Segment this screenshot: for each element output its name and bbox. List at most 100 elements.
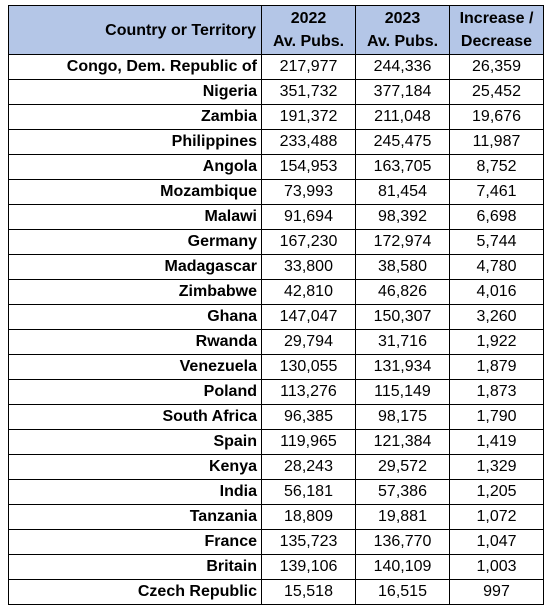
- cell-country[interactable]: Britain: [8, 554, 262, 580]
- cell-country[interactable]: India: [8, 479, 262, 505]
- cell-change[interactable]: 19,676: [449, 104, 544, 130]
- cell-2022[interactable]: 167,230: [261, 229, 356, 255]
- cell-2022[interactable]: 18,809: [261, 504, 356, 530]
- cell-2022[interactable]: 113,276: [261, 379, 356, 405]
- cell-2022[interactable]: 217,977: [261, 54, 356, 80]
- header-change-line2: Decrease: [460, 33, 533, 50]
- cell-2023[interactable]: 140,109: [355, 554, 450, 580]
- cell-country[interactable]: France: [8, 529, 262, 555]
- cell-2023[interactable]: 131,934: [355, 354, 450, 380]
- cell-change[interactable]: 3,260: [449, 304, 544, 330]
- cell-2023[interactable]: 29,572: [355, 454, 450, 480]
- cell-country[interactable]: Zimbabwe: [8, 279, 262, 305]
- cell-change[interactable]: 997: [449, 579, 544, 605]
- cell-2023[interactable]: 81,454: [355, 179, 450, 205]
- cell-2023[interactable]: 57,386: [355, 479, 450, 505]
- cell-country[interactable]: Kenya: [8, 454, 262, 480]
- cell-2022[interactable]: 42,810: [261, 279, 356, 305]
- cell-2023[interactable]: 136,770: [355, 529, 450, 555]
- cell-2022[interactable]: 147,047: [261, 304, 356, 330]
- cell-2023[interactable]: 245,475: [355, 129, 450, 155]
- cell-change[interactable]: 25,452: [449, 79, 544, 105]
- cell-country[interactable]: Venezuela: [8, 354, 262, 380]
- cell-2023[interactable]: 163,705: [355, 154, 450, 180]
- cell-change[interactable]: 1,922: [449, 329, 544, 355]
- cell-change[interactable]: 1,003: [449, 554, 544, 580]
- cell-country[interactable]: Philippines: [8, 129, 262, 155]
- cell-2022[interactable]: 139,106: [261, 554, 356, 580]
- cell-2022[interactable]: 15,518: [261, 579, 356, 605]
- cell-2023[interactable]: 115,149: [355, 379, 450, 405]
- cell-change[interactable]: 1,047: [449, 529, 544, 555]
- cell-2023[interactable]: 211,048: [355, 104, 450, 130]
- cell-change[interactable]: 4,780: [449, 254, 544, 280]
- cell-country[interactable]: Mozambique: [8, 179, 262, 205]
- cell-change[interactable]: 1,419: [449, 429, 544, 455]
- cell-country[interactable]: Czech Republic: [8, 579, 262, 605]
- cell-country[interactable]: Nigeria: [8, 79, 262, 105]
- cell-change[interactable]: 1,072: [449, 504, 544, 530]
- cell-2023[interactable]: 377,184: [355, 79, 450, 105]
- table-row: South Africa 96,385 98,175 1,790: [8, 404, 544, 430]
- cell-change[interactable]: 5,744: [449, 229, 544, 255]
- cell-2023[interactable]: 244,336: [355, 54, 450, 80]
- cell-2022[interactable]: 130,055: [261, 354, 356, 380]
- cell-country[interactable]: Spain: [8, 429, 262, 455]
- cell-2023[interactable]: 172,974: [355, 229, 450, 255]
- cell-country[interactable]: Malawi: [8, 204, 262, 230]
- cell-change[interactable]: 6,698: [449, 204, 544, 230]
- cell-change[interactable]: 1,790: [449, 404, 544, 430]
- cell-change[interactable]: 7,461: [449, 179, 544, 205]
- cell-2023[interactable]: 98,392: [355, 204, 450, 230]
- cell-country[interactable]: South Africa: [8, 404, 262, 430]
- cell-2023[interactable]: 121,384: [355, 429, 450, 455]
- cell-2022[interactable]: 73,993: [261, 179, 356, 205]
- cell-2022[interactable]: 56,181: [261, 479, 356, 505]
- cell-change[interactable]: 1,329: [449, 454, 544, 480]
- cell-change[interactable]: 4,016: [449, 279, 544, 305]
- cell-change[interactable]: 1,873: [449, 379, 544, 405]
- cell-2022[interactable]: 91,694: [261, 204, 356, 230]
- cell-2023[interactable]: 31,716: [355, 329, 450, 355]
- cell-2022[interactable]: 154,953: [261, 154, 356, 180]
- cell-2022[interactable]: 135,723: [261, 529, 356, 555]
- header-2023[interactable]: 2023 Av. Pubs.: [355, 5, 450, 55]
- publications-table: Country or Territory 2022 Av. Pubs. 2023…: [8, 5, 544, 605]
- cell-country[interactable]: Germany: [8, 229, 262, 255]
- cell-country[interactable]: Congo, Dem. Republic of: [8, 54, 262, 80]
- cell-2023[interactable]: 38,580: [355, 254, 450, 280]
- cell-2022[interactable]: 233,488: [261, 129, 356, 155]
- cell-2022[interactable]: 96,385: [261, 404, 356, 430]
- cell-country[interactable]: Rwanda: [8, 329, 262, 355]
- cell-2023[interactable]: 98,175: [355, 404, 450, 430]
- table-row: Britain 139,106 140,109 1,003: [8, 554, 544, 580]
- cell-2022[interactable]: 119,965: [261, 429, 356, 455]
- cell-change[interactable]: 8,752: [449, 154, 544, 180]
- header-change-line1: Increase /: [459, 10, 534, 27]
- cell-change[interactable]: 11,987: [449, 129, 544, 155]
- cell-2022[interactable]: 191,372: [261, 104, 356, 130]
- cell-change[interactable]: 1,879: [449, 354, 544, 380]
- cell-2023[interactable]: 46,826: [355, 279, 450, 305]
- cell-change[interactable]: 1,205: [449, 479, 544, 505]
- cell-country[interactable]: Tanzania: [8, 504, 262, 530]
- header-2022[interactable]: 2022 Av. Pubs.: [261, 5, 356, 55]
- header-change[interactable]: Increase / Decrease: [449, 5, 544, 55]
- cell-country[interactable]: Madagascar: [8, 254, 262, 280]
- cell-country[interactable]: Ghana: [8, 304, 262, 330]
- table-row: Zambia 191,372 211,048 19,676: [8, 104, 544, 130]
- cell-2023[interactable]: 16,515: [355, 579, 450, 605]
- cell-2023[interactable]: 150,307: [355, 304, 450, 330]
- cell-2023[interactable]: 19,881: [355, 504, 450, 530]
- header-country[interactable]: Country or Territory: [8, 5, 262, 55]
- cell-2022[interactable]: 28,243: [261, 454, 356, 480]
- cell-2022[interactable]: 29,794: [261, 329, 356, 355]
- header-2023-year: 2023: [384, 10, 421, 27]
- cell-country[interactable]: Angola: [8, 154, 262, 180]
- cell-2022[interactable]: 351,732: [261, 79, 356, 105]
- cell-2022[interactable]: 33,800: [261, 254, 356, 280]
- cell-change[interactable]: 26,359: [449, 54, 544, 80]
- cell-country[interactable]: Poland: [8, 379, 262, 405]
- table-row: Spain 119,965 121,384 1,419: [8, 429, 544, 455]
- cell-country[interactable]: Zambia: [8, 104, 262, 130]
